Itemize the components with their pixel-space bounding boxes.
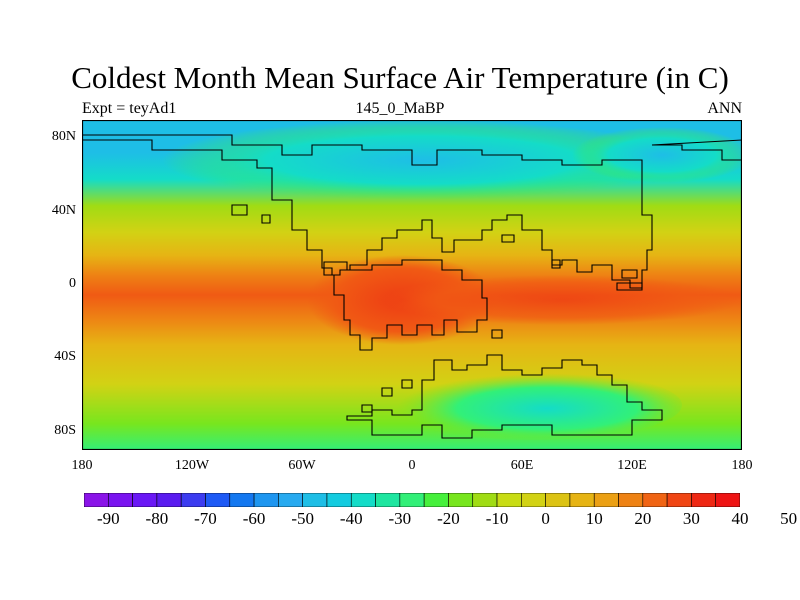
island-6	[616, 282, 643, 291]
lat-tick-label: 40S	[54, 349, 76, 365]
colorbar-swatch	[84, 493, 109, 507]
colorbar-swatch	[132, 493, 158, 507]
lon-tick-label: 60W	[288, 458, 316, 473]
lat-tick-label: 80S	[54, 422, 76, 438]
colorbar-tick-label: 50	[780, 509, 798, 528]
colorbar-swatch	[180, 493, 206, 507]
period-label: 145_0_MaBP	[355, 100, 445, 117]
colorbar-swatch	[618, 493, 644, 507]
colorbar-tick-label: 10	[585, 509, 603, 528]
colorbar-tick-label: -30	[388, 509, 412, 528]
colorbar-swatch	[593, 493, 619, 507]
lat-tick-label: 0	[69, 276, 76, 291]
map-title: Coldest Month Mean Surface Air Temperatu…	[71, 60, 729, 95]
colorbar-tick-label: -90	[96, 509, 120, 528]
colorbar-tick-label: 30	[682, 509, 700, 528]
island-4	[551, 259, 561, 269]
lon-tick-label: 120E	[617, 458, 647, 473]
colorbar-tick-label: 40	[731, 509, 749, 528]
lon-tick-label: 60E	[510, 458, 534, 473]
colorbar-swatch	[448, 493, 474, 507]
lon-tick-label: 120W	[174, 458, 210, 473]
lon-tick-label: 180	[731, 458, 753, 473]
colorbar-swatch	[253, 493, 279, 507]
colorbar-swatch	[375, 493, 401, 507]
colorbar-swatch	[666, 493, 692, 507]
colorbar-swatch	[156, 493, 182, 507]
southern-landmass-outline	[323, 259, 488, 351]
colorbar-swatch	[715, 493, 740, 507]
island-2	[261, 214, 271, 224]
colorbar-swatch	[496, 493, 522, 507]
eastern-hot-band	[382, 275, 742, 325]
colorbar-swatch	[472, 493, 498, 507]
island-5	[621, 269, 638, 279]
colorbar-swatch	[521, 493, 546, 507]
colorbar-swatch	[423, 493, 449, 507]
map-frame	[81, 119, 743, 451]
colorbar-swatch	[278, 493, 303, 507]
island-7	[401, 379, 413, 389]
northeast-cold-region	[572, 127, 752, 183]
colorbar-tick-label: -20	[437, 509, 460, 528]
temperature-map	[81, 119, 752, 451]
colorbar-tick-label: -60	[242, 509, 266, 528]
island-9	[361, 404, 373, 413]
lat-tick-label: 80N	[51, 129, 76, 145]
island-1	[231, 204, 248, 216]
colorbar-tick-label: -50	[291, 509, 314, 528]
colorbar	[84, 493, 740, 507]
colorbar-swatch	[545, 493, 571, 507]
map-canvas	[81, 119, 752, 451]
colorbar-swatch	[229, 493, 255, 507]
southern-cold-region	[382, 370, 682, 440]
colorbar-tick-label: -40	[339, 509, 363, 528]
northern-cold-region	[162, 120, 682, 200]
southern-continent-outline	[346, 354, 663, 439]
colorbar-swatch	[107, 493, 133, 507]
colorbar-swatch	[326, 493, 352, 507]
colorbar-tick-label: -10	[485, 509, 509, 528]
experiment-label: Expt = teyAd1	[82, 100, 177, 117]
colorbar-tick-label: 20	[634, 509, 652, 528]
island-3	[501, 234, 515, 243]
colorbar-tick-label: 0	[541, 509, 550, 528]
lon-tick-label: 180	[71, 458, 93, 473]
lat-tick-label: 40N	[51, 202, 76, 218]
lon-tick-label: 0	[408, 458, 416, 473]
island-8	[381, 387, 393, 397]
colorbar-swatch	[302, 493, 328, 507]
island-10	[491, 329, 503, 339]
colorbar-tick-label: -70	[194, 509, 217, 528]
season-label: ANN	[707, 100, 742, 117]
colorbar-swatch	[350, 493, 376, 507]
colorbar-swatch	[569, 493, 595, 507]
colorbar-swatch	[399, 493, 425, 507]
colorbar-swatch	[205, 493, 231, 507]
colorbar-swatch	[642, 493, 668, 507]
colorbar-swatch	[691, 493, 717, 507]
colorbar-tick-label: -80	[145, 509, 169, 528]
